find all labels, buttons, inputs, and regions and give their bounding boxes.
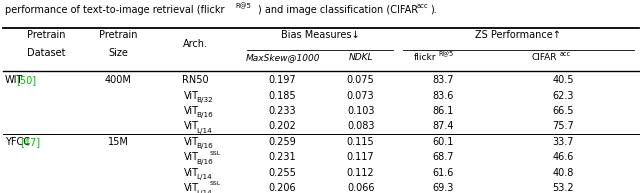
Text: 69.3: 69.3 — [432, 183, 454, 193]
Text: L/14: L/14 — [196, 128, 212, 134]
Text: WIT: WIT — [5, 75, 24, 85]
Text: ViT: ViT — [184, 91, 198, 101]
Text: SSL: SSL — [209, 181, 220, 186]
Text: SSL: SSL — [209, 151, 220, 156]
Text: L/14: L/14 — [196, 174, 212, 180]
Text: 68.7: 68.7 — [432, 152, 454, 162]
Text: 0.115: 0.115 — [347, 137, 374, 147]
Text: 0.103: 0.103 — [347, 106, 374, 116]
Text: 0.117: 0.117 — [347, 152, 374, 162]
Text: 62.3: 62.3 — [552, 91, 574, 101]
Text: 75.7: 75.7 — [552, 121, 574, 131]
Text: 0.083: 0.083 — [347, 121, 374, 131]
Text: 86.1: 86.1 — [432, 106, 454, 116]
Text: 46.6: 46.6 — [552, 152, 574, 162]
Text: YFCC: YFCC — [5, 137, 30, 147]
Text: 83.6: 83.6 — [432, 91, 454, 101]
Text: 0.197: 0.197 — [269, 75, 296, 85]
Text: 400M: 400M — [105, 75, 132, 85]
Text: 60.1: 60.1 — [432, 137, 454, 147]
Text: 83.7: 83.7 — [432, 75, 454, 85]
Text: ViT: ViT — [184, 121, 198, 131]
Text: ViT: ViT — [184, 168, 198, 178]
Text: 40.8: 40.8 — [552, 168, 574, 178]
Text: flickr: flickr — [414, 53, 436, 62]
Text: 0.066: 0.066 — [347, 183, 374, 193]
Text: ViT: ViT — [184, 106, 198, 116]
Text: Bias Measures↓: Bias Measures↓ — [281, 30, 359, 40]
Text: 0.255: 0.255 — [269, 168, 296, 178]
Text: 61.6: 61.6 — [432, 168, 454, 178]
Text: Arch.: Arch. — [182, 39, 208, 49]
Text: acc: acc — [560, 51, 572, 57]
Text: 0.112: 0.112 — [347, 168, 374, 178]
Text: Pretrain: Pretrain — [99, 30, 138, 40]
Text: 0.185: 0.185 — [269, 91, 296, 101]
Text: 66.5: 66.5 — [552, 106, 574, 116]
Text: 15M: 15M — [108, 137, 129, 147]
Text: 0.202: 0.202 — [269, 121, 296, 131]
Text: B/16: B/16 — [196, 112, 213, 119]
Text: RN50: RN50 — [182, 75, 209, 85]
Text: ) and image classification (CIFAR: ) and image classification (CIFAR — [258, 5, 418, 15]
Text: CIFAR: CIFAR — [531, 53, 557, 62]
Text: B/32: B/32 — [196, 97, 213, 103]
Text: ViT: ViT — [184, 152, 198, 162]
Text: acc: acc — [417, 3, 428, 8]
Text: B/16: B/16 — [196, 143, 213, 149]
Text: 0.231: 0.231 — [269, 152, 296, 162]
Text: 0.259: 0.259 — [269, 137, 296, 147]
Text: 0.075: 0.075 — [347, 75, 374, 85]
Text: R@5: R@5 — [236, 3, 252, 9]
Text: Dataset: Dataset — [26, 48, 65, 58]
Text: 33.7: 33.7 — [552, 137, 574, 147]
Text: 0.206: 0.206 — [269, 183, 296, 193]
Text: [50]: [50] — [16, 75, 36, 85]
Text: NDKL: NDKL — [348, 53, 373, 62]
Text: 87.4: 87.4 — [432, 121, 454, 131]
Text: ViT: ViT — [184, 137, 198, 147]
Text: L/14: L/14 — [196, 190, 212, 193]
Text: R@5: R@5 — [438, 51, 454, 57]
Text: MaxSkew@1000: MaxSkew@1000 — [245, 53, 320, 62]
Text: 0.233: 0.233 — [269, 106, 296, 116]
Text: ViT: ViT — [184, 183, 198, 193]
Text: ).: ). — [430, 5, 437, 15]
Text: [47]: [47] — [20, 137, 40, 147]
Text: 53.2: 53.2 — [552, 183, 574, 193]
Text: 0.073: 0.073 — [347, 91, 374, 101]
Text: Size: Size — [108, 48, 129, 58]
Text: Pretrain: Pretrain — [26, 30, 65, 40]
Text: ZS Performance↑: ZS Performance↑ — [476, 30, 561, 40]
Text: performance of text-to-image retrieval (flickr: performance of text-to-image retrieval (… — [5, 5, 225, 15]
Text: B/16: B/16 — [196, 159, 213, 165]
Text: 40.5: 40.5 — [552, 75, 574, 85]
